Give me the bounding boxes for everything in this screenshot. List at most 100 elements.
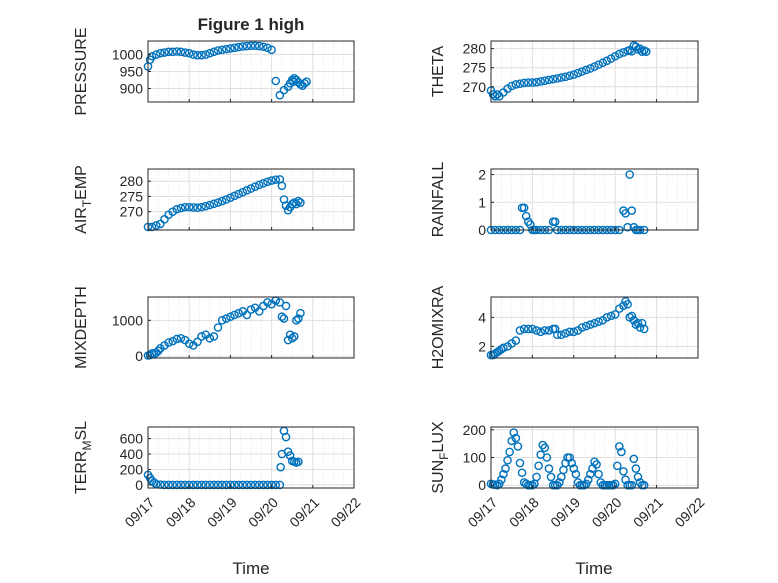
- x-tick-label: 09/19: [204, 494, 240, 530]
- y-tick-label: 0: [135, 348, 143, 364]
- data-point: [615, 442, 624, 451]
- data-point: [156, 48, 165, 58]
- y-tick-label: 950: [120, 64, 144, 80]
- y-tick-label: 600: [120, 431, 144, 447]
- data-point: [617, 447, 626, 457]
- data-point: [497, 475, 506, 484]
- data-point: [565, 453, 574, 462]
- data-point: [246, 184, 256, 193]
- data-point: [536, 327, 545, 337]
- data-point: [569, 70, 579, 79]
- data-point: [532, 472, 541, 482]
- data-point: [552, 330, 562, 340]
- data-point: [164, 47, 173, 57]
- data-point: [567, 458, 577, 468]
- data-point: [197, 332, 206, 341]
- data-point: [213, 480, 223, 490]
- data-point: [242, 480, 252, 490]
- data-point: [217, 480, 227, 490]
- data-point: [577, 67, 587, 76]
- data-point: [275, 298, 285, 307]
- x-tick-label: 09/22: [327, 494, 363, 530]
- axes-box: [490, 296, 699, 359]
- data-point: [176, 203, 186, 213]
- data-point: [168, 336, 178, 346]
- data-point: [267, 176, 276, 185]
- data-point: [193, 203, 202, 213]
- data-point: [259, 480, 268, 490]
- data-point: [281, 432, 291, 442]
- data-point: [230, 191, 239, 201]
- data-point: [287, 333, 297, 343]
- data-point: [242, 310, 252, 320]
- data-point: [164, 338, 173, 347]
- data-point: [528, 324, 537, 334]
- data-point: [619, 301, 628, 311]
- y-tick-label: 270: [120, 204, 144, 220]
- data-point: [263, 43, 272, 53]
- data-point: [242, 186, 252, 195]
- data-point: [164, 480, 173, 490]
- data-point: [542, 453, 552, 462]
- data-point: [619, 467, 628, 476]
- data-point: [250, 182, 260, 191]
- data-point: [606, 54, 616, 63]
- data-point: [294, 314, 303, 323]
- data-point: [503, 455, 512, 465]
- data-point: [209, 480, 219, 490]
- y-tick-label: 4: [478, 309, 486, 325]
- data-point: [238, 480, 248, 490]
- data-point: [205, 48, 215, 58]
- data-point: [550, 324, 560, 334]
- data-point: [226, 193, 235, 202]
- data-point: [515, 458, 525, 468]
- data-point: [594, 60, 603, 69]
- data-point: [526, 220, 535, 229]
- data-point: [217, 196, 227, 206]
- data-point: [234, 189, 243, 199]
- data-point: [294, 457, 303, 467]
- data-point: [151, 221, 161, 230]
- subplot-sun-flux: 0 100 200 09/17 09/18 09/19 09/20 09/21 09/22 SUN…: [430, 421, 708, 530]
- data-point: [561, 458, 570, 468]
- data-point: [238, 187, 248, 197]
- data-point: [494, 479, 504, 489]
- data-point: [581, 479, 591, 489]
- data-point: [637, 318, 647, 328]
- x-tick-label: 09/17: [464, 494, 500, 530]
- data-point: [221, 195, 231, 204]
- y-tick-label: 0: [478, 222, 486, 238]
- data-point: [300, 79, 309, 88]
- y-axis-label: AIRTEMP: [73, 165, 94, 234]
- data-point: [590, 62, 599, 71]
- data-point: [519, 324, 529, 334]
- data-point: [254, 180, 264, 190]
- data-point: [621, 475, 630, 484]
- data-point: [263, 177, 272, 187]
- data-point: [631, 464, 641, 473]
- data-point: [172, 204, 182, 214]
- y-tick-label: 280: [463, 41, 487, 57]
- data-point: [602, 56, 612, 66]
- data-point: [294, 196, 303, 206]
- data-point: [217, 45, 227, 55]
- y-tick-label: 1: [478, 194, 486, 210]
- data-point: [623, 299, 632, 309]
- data-point: [176, 333, 186, 343]
- data-point: [275, 480, 285, 490]
- data-point: [201, 50, 210, 59]
- data-point: [573, 68, 583, 78]
- data-point: [289, 198, 299, 207]
- data-point: [509, 428, 519, 437]
- data-point: [184, 480, 194, 490]
- y-tick-label: 2: [478, 338, 486, 354]
- data-point: [246, 305, 256, 314]
- y-axis-label: TERRMSL: [73, 421, 94, 494]
- data-point: [160, 480, 169, 490]
- data-point: [590, 318, 599, 328]
- data-point: [242, 41, 252, 51]
- data-point: [598, 58, 608, 68]
- data-point: [615, 49, 624, 59]
- data-point: [583, 475, 593, 484]
